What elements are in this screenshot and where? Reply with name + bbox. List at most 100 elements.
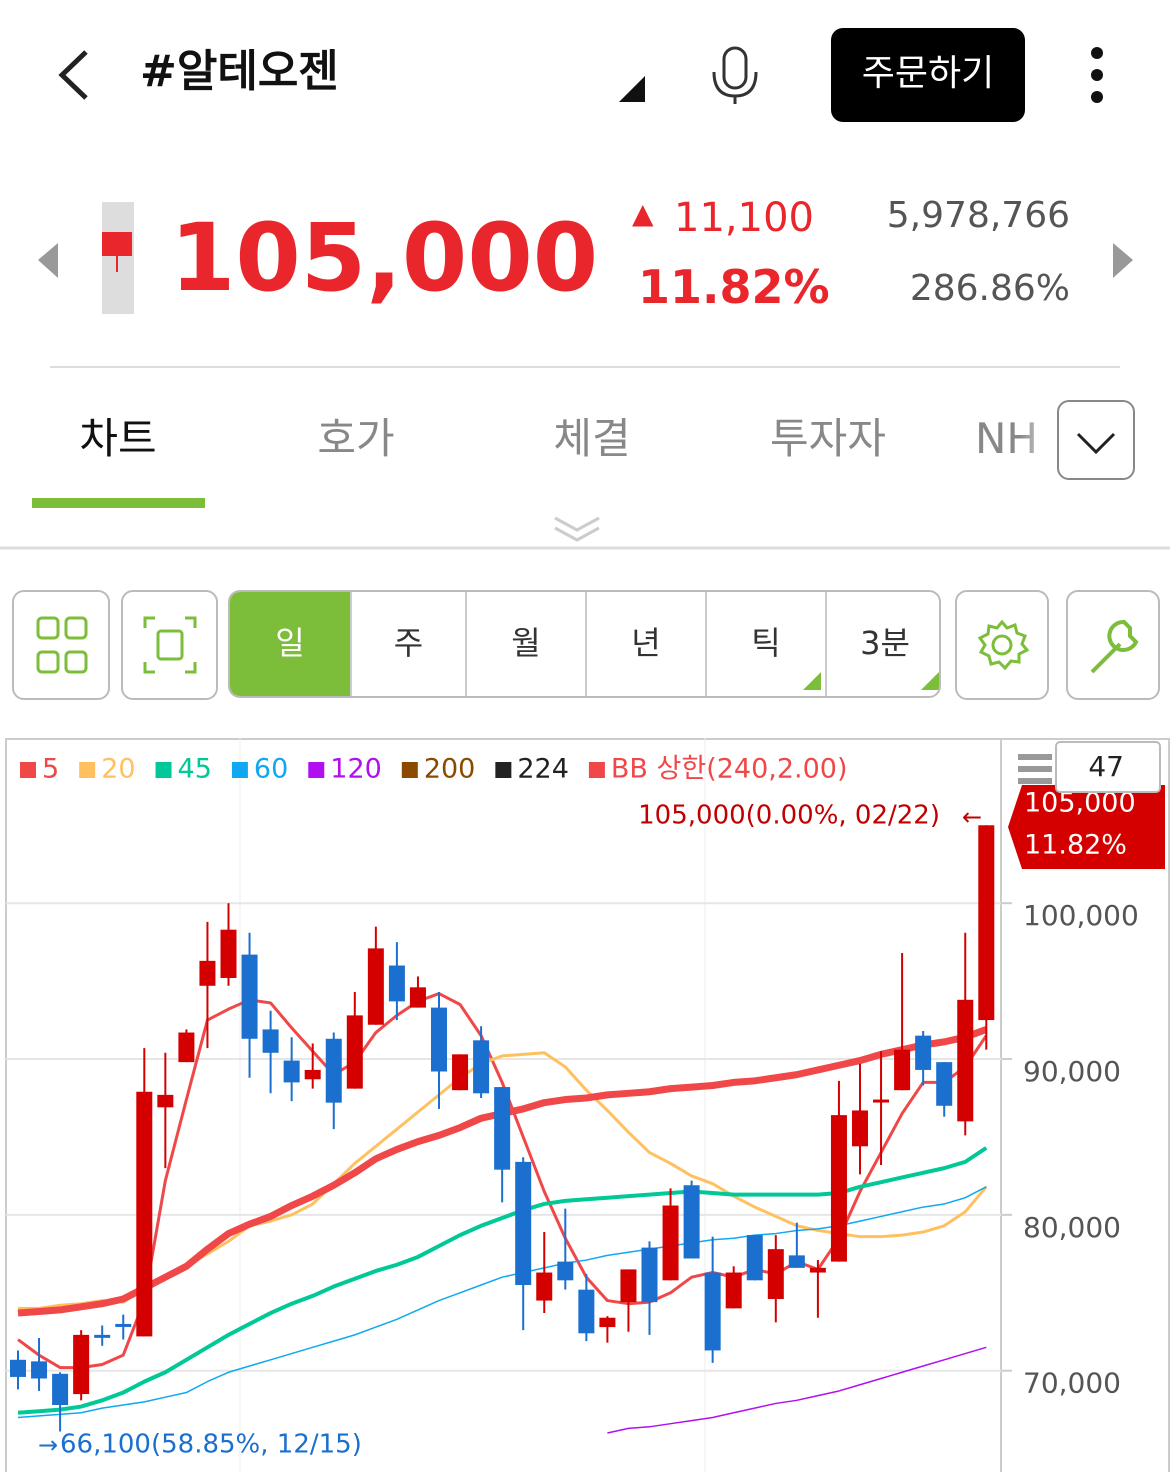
menu-bar xyxy=(1018,754,1052,760)
period-label: 주 xyxy=(393,624,424,662)
back-button[interactable] xyxy=(58,50,88,100)
submenu-marker xyxy=(803,672,821,690)
candle-body xyxy=(304,1069,321,1080)
legend-swatch xyxy=(79,762,96,778)
period-label: 월 xyxy=(511,624,541,662)
low-price-annotation: 66,100(58.85%, 12/15) xyxy=(60,1430,362,1460)
ma-line xyxy=(17,1186,987,1419)
order-button[interactable] xyxy=(831,28,1025,122)
fade xyxy=(1020,395,1060,485)
legend-label: 224 xyxy=(517,754,569,785)
period-tab[interactable]: 틱 xyxy=(705,592,825,696)
period-selector: 일 주 월 년 틱 3분 xyxy=(228,590,941,698)
layout-button[interactable] xyxy=(12,590,110,700)
candle-body xyxy=(388,965,405,1002)
legend-swatch xyxy=(588,762,605,778)
candle-body xyxy=(283,1060,300,1083)
period-tab[interactable]: 년 xyxy=(585,592,705,696)
candle-body xyxy=(73,1334,90,1395)
period-tab[interactable]: 3분 xyxy=(825,592,939,696)
candle-body xyxy=(683,1185,700,1259)
legend-swatch xyxy=(20,762,36,778)
count: 47 xyxy=(1088,750,1124,783)
change-pct: 11.82% xyxy=(638,260,830,314)
candle-body xyxy=(641,1247,658,1303)
candle-body xyxy=(873,1099,890,1103)
candle-body xyxy=(725,1272,742,1309)
wrench-icon xyxy=(1090,619,1139,674)
candle-body xyxy=(262,1029,279,1053)
candle-body xyxy=(115,1323,132,1327)
order-label[interactable]: 주문하기 xyxy=(861,53,995,94)
chart-frame xyxy=(5,738,1170,1472)
period-label: 일 xyxy=(275,624,305,662)
tab-dropdown[interactable] xyxy=(1057,400,1135,480)
chart: 100,000 90,000 80,000 70,000 5 20 45 60 120 200 22… xyxy=(5,738,1170,1472)
volume: 5,978,766 xyxy=(886,195,1070,236)
y-tick-label: 80,000 xyxy=(1023,1211,1121,1244)
period-label: 틱 xyxy=(751,624,781,662)
dropdown-triangle[interactable] xyxy=(619,76,645,102)
candle-body xyxy=(809,1267,826,1273)
header-icons xyxy=(0,28,1170,550)
period-tab[interactable]: 월 xyxy=(465,592,585,696)
tools-button[interactable] xyxy=(1066,590,1160,700)
candle-body xyxy=(473,1040,490,1094)
expand-chevron[interactable] xyxy=(554,516,600,542)
volume-ratio: 286.86% xyxy=(909,268,1070,309)
fullscreen-button[interactable] xyxy=(121,590,218,700)
candle-body xyxy=(536,1272,553,1301)
candle-body xyxy=(830,1115,847,1262)
candle-body xyxy=(557,1261,574,1281)
tab[interactable]: 투자자 xyxy=(770,414,886,463)
candle-body xyxy=(136,1091,153,1337)
legend-swatch xyxy=(401,762,418,778)
tab-underline xyxy=(32,498,205,508)
grid-icon xyxy=(36,616,88,674)
arrow: ← xyxy=(962,803,982,831)
mic-button[interactable] xyxy=(712,46,758,104)
candle-body xyxy=(578,1289,595,1334)
tab[interactable]: 호가 xyxy=(317,414,395,463)
next-stock[interactable] xyxy=(1113,243,1133,278)
candle-body xyxy=(957,999,974,1122)
tab[interactable]: 체결 xyxy=(553,414,631,463)
legend-label: 120 xyxy=(330,754,382,785)
legend-label: 5 xyxy=(42,754,59,785)
ma-line xyxy=(17,992,988,1370)
settings-button[interactable] xyxy=(955,590,1049,700)
fullscreen-icon xyxy=(143,616,197,674)
legend-label: 200 xyxy=(424,754,476,785)
chevron-icon xyxy=(1076,432,1116,455)
period-tab[interactable]: 일 xyxy=(230,592,350,696)
candle-body xyxy=(10,1359,26,1377)
candle-body xyxy=(852,1110,868,1147)
more-menu[interactable] xyxy=(1091,47,1103,103)
menu-bar xyxy=(1018,778,1052,784)
candle-body xyxy=(494,1087,511,1170)
last-price-annotation: 105,000(0.00%, 02/22) xyxy=(638,801,940,831)
prev-stock[interactable] xyxy=(38,243,58,278)
candle-body xyxy=(620,1269,637,1303)
legend-swatch xyxy=(495,762,512,778)
candle-body xyxy=(325,1038,342,1103)
period-label: 3분 xyxy=(860,624,910,662)
legend-label: 60 xyxy=(254,754,288,785)
candle-body xyxy=(31,1361,48,1379)
stock-title: #알테오젠 xyxy=(140,46,339,97)
legend-label: 20 xyxy=(101,754,135,785)
tab[interactable]: 차트 xyxy=(79,414,157,463)
menu-bar xyxy=(1018,766,1052,772)
candle-body xyxy=(915,1035,932,1070)
badge-pct: 11.82% xyxy=(1024,830,1127,861)
candle-body xyxy=(599,1317,616,1328)
arrow: → xyxy=(38,1431,58,1459)
legend-label: 45 xyxy=(178,754,212,785)
candle-body xyxy=(894,1049,911,1091)
period-label: 년 xyxy=(631,624,661,662)
candle-body xyxy=(52,1373,69,1405)
period-tab[interactable]: 주 xyxy=(350,592,465,696)
candle-body xyxy=(157,1094,174,1108)
candle-body xyxy=(199,960,216,986)
candle-body xyxy=(367,948,384,1025)
